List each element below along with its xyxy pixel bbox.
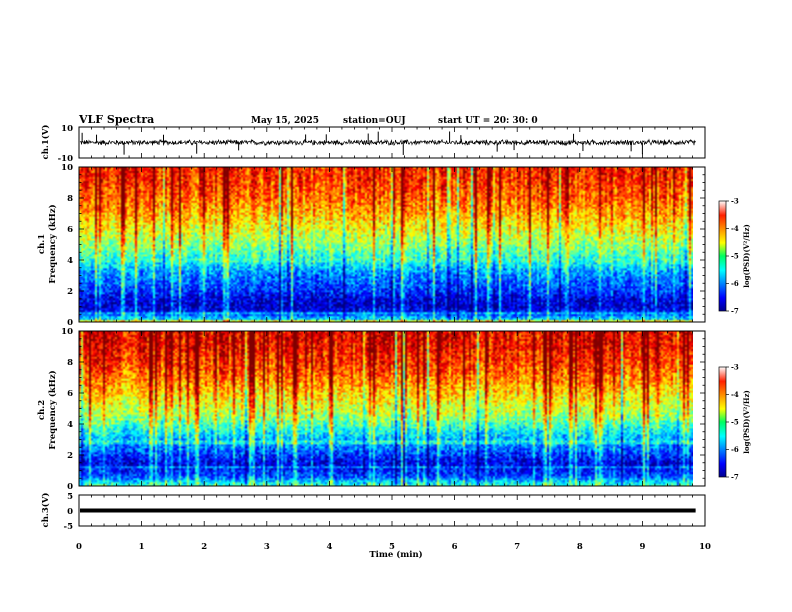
xtick-label: 3	[264, 542, 270, 552]
xtick-label: 8	[577, 542, 583, 552]
ch2-channel-label: ch.2	[37, 400, 47, 420]
ytick-label: 8	[67, 194, 73, 204]
ytick-label: 0	[67, 482, 73, 492]
time-axis: 0 1 2 3 4 5 6 7 8 9 10	[76, 127, 711, 552]
ch3-waveform-panel: 5 0 -5 ch.3(V)	[40, 492, 706, 532]
ch1-spectrogram-nodata	[693, 167, 705, 322]
colorbar-tick-label: -5	[731, 418, 739, 427]
xtick-label: 10	[699, 542, 711, 552]
start-time-label: start UT = 20: 30: 0	[438, 116, 538, 126]
ch1-spectrogram-yticks: 0 2 4 6 8 10	[61, 163, 705, 328]
ch2-spectrogram-panel: 0 2 4 6 8 10 ch.2 Frequency (kHz) -3 -4 -5 -6 -7 …	[37, 327, 751, 492]
ch1-waveform-panel: 10 -10 ch.1(V)	[40, 124, 706, 164]
colorbar-tick-label: -4	[731, 390, 739, 399]
ch2-spectrogram-nodata	[693, 331, 705, 486]
station-label: station=OUJ	[343, 116, 406, 126]
ch3-waveform-ylabel: ch.3(V)	[40, 493, 51, 528]
xtick-label: 9	[639, 542, 645, 552]
ch1-spectrogram-image	[79, 167, 693, 322]
ch1-ytick-bottom: -10	[58, 154, 73, 164]
ytick-label: 10	[61, 163, 73, 173]
ch1-spectrogram-panel: 0 2 4 6 8 10 ch.1 Frequency (kHz) -3 -4 -5 -6 -7 …	[37, 163, 751, 328]
ch3-waveform-trace	[79, 508, 696, 513]
ch1-colorbar-ticks: -3 -4 -5 -6 -7	[726, 197, 739, 316]
colorbar-tick-label: -3	[731, 197, 739, 206]
ch2-spectrogram-yticks: 0 2 4 6 8 10	[61, 327, 705, 492]
ytick-label: 8	[67, 358, 73, 368]
ch2-spectrogram-image	[79, 331, 693, 486]
time-axis-label: Time (min)	[369, 549, 422, 560]
ch3-ytick-bottom: -5	[64, 522, 74, 532]
ch1-waveform-ylabel: ch.1(V)	[40, 125, 51, 160]
xtick-label: 6	[452, 542, 458, 552]
xtick-label: 2	[201, 542, 207, 552]
ytick-label: 0	[67, 318, 73, 328]
ytick-label: 10	[61, 327, 73, 337]
ytick-label: 2	[67, 451, 73, 461]
figure-title: VLF Spectra	[78, 113, 154, 126]
ytick-label: 6	[67, 225, 73, 235]
ch3-ytick-top: 5	[67, 492, 73, 502]
colorbar-tick-label: -5	[731, 252, 739, 261]
ch1-spectrogram-ylabel: Frequency (kHz)	[47, 204, 58, 283]
colorbar-tick-label: -6	[731, 445, 739, 454]
colorbar-tick-label: -4	[731, 224, 739, 233]
ch1-waveform-trace	[79, 131, 696, 155]
xtick-label: 5	[389, 542, 395, 552]
colorbar-tick-label: -3	[731, 363, 739, 372]
ch1-channel-label: ch.1	[37, 234, 47, 254]
ch2-colorbar-scale	[718, 366, 727, 478]
ch2-colorbar-ticks: -3 -4 -5 -6 -7	[726, 363, 739, 482]
ch1-colorbar-label: log(PSD)(V²/Hz)	[742, 224, 751, 288]
ytick-label: 6	[67, 389, 73, 399]
ch2-colorbar: -3 -4 -5 -6 -7 log(PSD)(V²/Hz)	[718, 363, 751, 482]
xtick-label: 1	[139, 542, 145, 552]
ch2-spectrogram-ylabel: Frequency (kHz)	[47, 370, 58, 449]
xtick-label: 4	[326, 542, 332, 552]
ch1-ytick-top: 10	[61, 124, 73, 134]
xtick-label: 0	[76, 542, 82, 552]
ytick-label: 2	[67, 287, 73, 297]
waveform-line	[79, 138, 696, 147]
colorbar-tick-label: -7	[731, 473, 739, 482]
ytick-label: 4	[67, 256, 73, 266]
xtick-label: 7	[514, 542, 520, 552]
colorbar-tick-label: -6	[731, 279, 739, 288]
ch1-colorbar: -3 -4 -5 -6 -7 log(PSD)(V²/Hz)	[718, 197, 751, 316]
date-label: May 15, 2025	[251, 116, 319, 126]
ch2-colorbar-label: log(PSD)(V²/Hz)	[742, 390, 751, 454]
colorbar-tick-label: -7	[731, 307, 739, 316]
ch3-ytick-mid: 0	[67, 507, 73, 517]
ch1-colorbar-scale	[718, 200, 727, 312]
ytick-label: 4	[67, 420, 73, 430]
